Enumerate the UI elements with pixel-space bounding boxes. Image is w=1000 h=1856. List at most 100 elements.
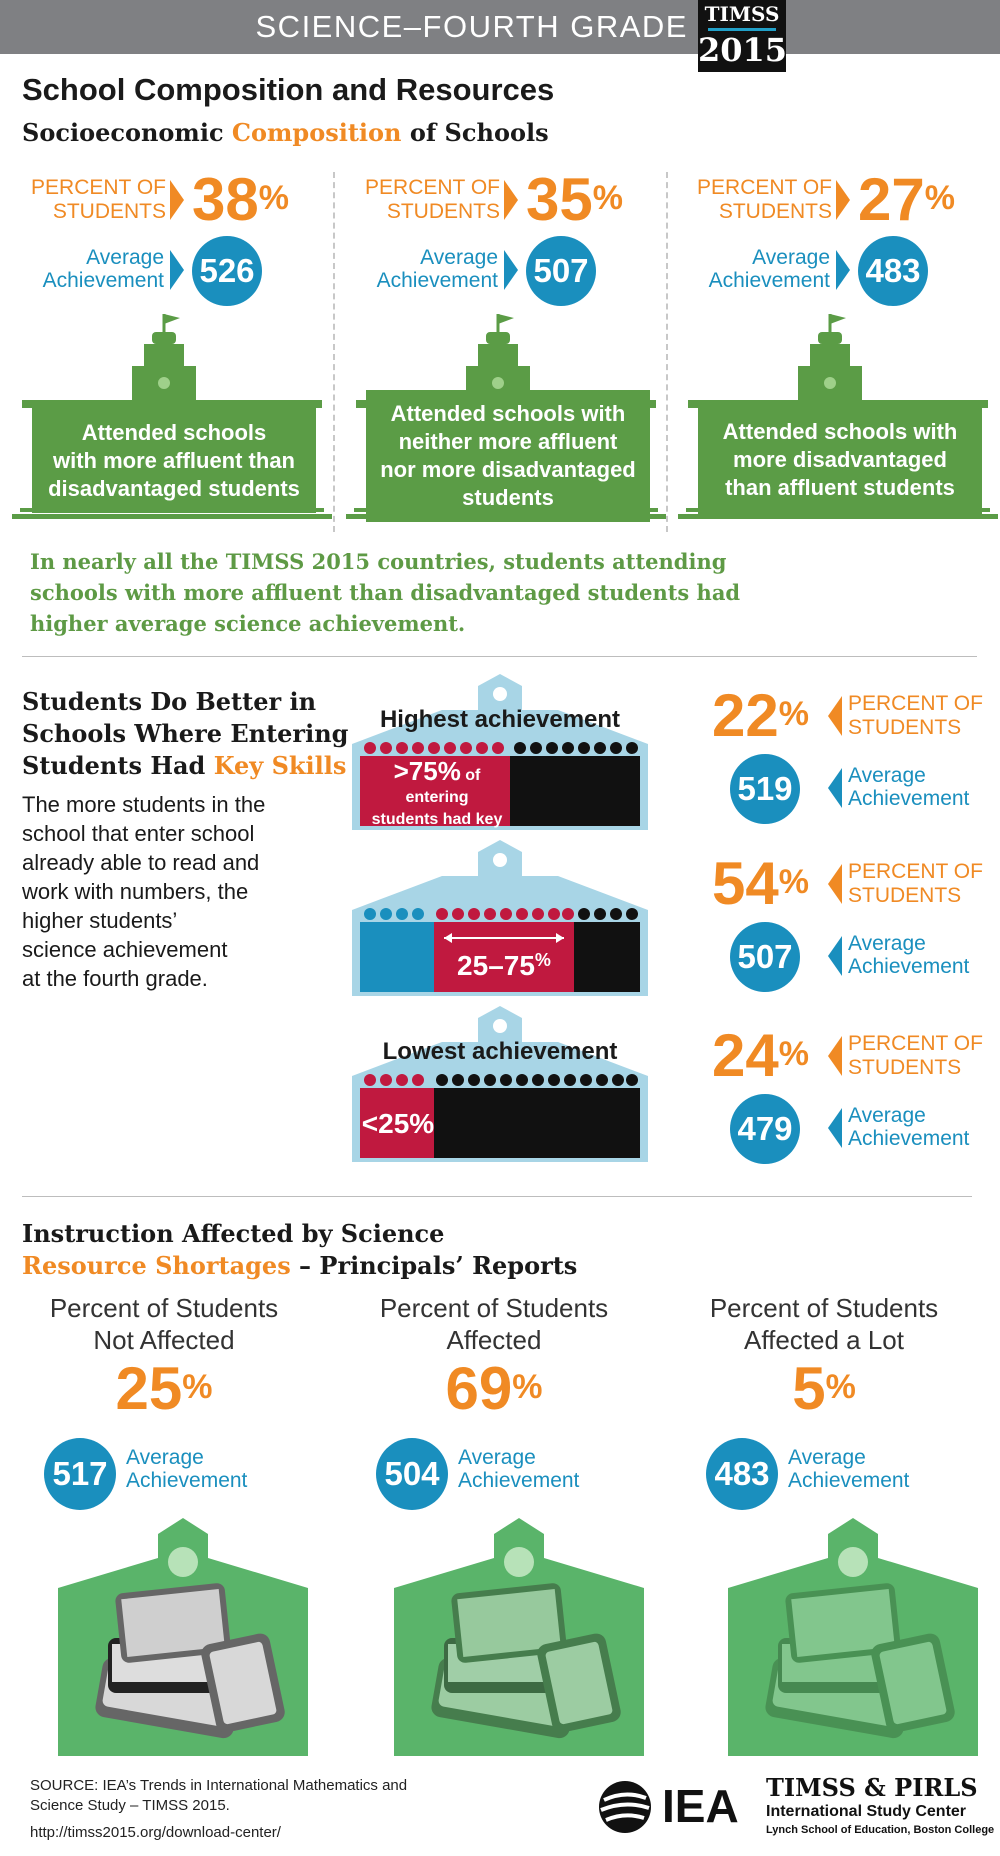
average-label: Average Achievement [377,246,498,292]
arrow-right-icon [170,180,184,220]
percent-label-line1: PERCENT OF [365,176,500,199]
section1-summary: In nearly all the TIMSS 2015 countries, … [30,546,740,639]
box-line: Attended schools with [722,419,958,444]
section2-title: Students Do Better in Schools Where Ente… [22,686,348,782]
avg-line2: Achievement [788,1469,910,1492]
section3-title: Instruction Affected by Science Resource… [22,1218,577,1282]
band-high-small: of entering [405,767,481,806]
avg-line2: Achievement [708,269,830,292]
ses-column-neither: PERCENT OF STUDENTS 35% Average Achievemen… [346,168,676,538]
percent-label: PERCENT OF STUDENTS [365,176,500,224]
percent-label-line2: STUDENTS [52,200,166,223]
percent-number: 25 [115,1355,183,1422]
avg-line1: Average [848,932,926,955]
percent-number: 69 [445,1355,513,1422]
ses-column-disadvantaged: PERCENT OF STUDENTS 27% Average Achievemen… [678,168,1000,538]
percent-value: 25% [14,1356,314,1422]
ses-description-box: Attended schools with neither more afflue… [366,390,650,522]
avg-line2: Achievement [42,269,164,292]
percent-value: 35% [526,168,623,232]
header-bar [0,0,1000,54]
box-line: Attended schools [81,419,267,445]
percent-label-line1: PERCENT OF [848,860,983,883]
percent-label: PERCENT OF STUDENTS [848,1032,983,1080]
resources-column-not-affected: Percent of Students Not Affected 25% [14,1292,314,1422]
percent-label-line1: PERCENT OF [848,692,983,715]
heading-line: Not Affected [93,1325,235,1355]
section3-title-line: Resource Shortages – Principals’ Reports [22,1250,577,1282]
percent-label-line2: STUDENTS [848,884,962,907]
body-line: work with numbers, the [22,879,249,904]
percent-sign: % [512,1368,543,1406]
percent-value: 22% [712,684,809,748]
logo-divider [708,28,776,31]
section1-title: School Composition and Resources [22,72,555,107]
percent-number: 5 [792,1355,826,1422]
avg-circle: 483 [858,236,928,306]
column-divider [333,172,335,532]
section2-title-line: Schools Where Entering [22,719,349,748]
arrow-right-icon [836,250,850,290]
avg-line1: Average [458,1446,536,1469]
box-line: with more affluent than [53,447,295,473]
school-resources-icon [394,1518,644,1756]
percent-sign: % [778,1035,809,1073]
lowest-achievement-label: Lowest achievement [382,1038,618,1065]
box-line: than affluent students [725,475,955,500]
school-resources-icon [58,1518,308,1756]
school-building-high [352,674,648,830]
logo-top-text: TIMSS [704,2,780,26]
body-line: already able to read and [22,850,260,875]
avg-circle: 504 [376,1438,448,1510]
percent-label-line2: STUDENTS [848,716,962,739]
section-divider [22,1196,972,1197]
avg-line1: Average [848,1104,926,1127]
body-line: higher students’ [22,908,178,933]
box-line: disadvantaged students [48,475,300,501]
iea-logo-text: IEA [662,1780,739,1832]
section-divider [22,656,977,657]
school-building-mid [352,840,648,996]
summary-line: higher average science achievement. [30,611,466,636]
isc-school: Lynch School of Education, Boston Colleg… [766,1824,995,1836]
source-note: SOURCE: IEA’s Trends in International Ma… [30,1776,407,1816]
percent-sign: % [592,179,623,217]
average-label: Average Achievement [848,932,969,978]
source-url-link[interactable]: http://timss2015.org/download-center/ [30,1824,281,1841]
band-high-big: >75% [393,756,461,786]
percent-label: PERCENT OF STUDENTS [31,176,166,224]
percent-value: 5% [674,1356,974,1422]
highest-achievement-label: Highest achievement [379,706,621,733]
band-mid-value: 25–75 [457,950,535,981]
box-line: more disadvantaged [733,447,947,472]
average-label: Average Achievement [126,1446,247,1492]
heading-line: Percent of Students [49,1293,279,1323]
section2-body: The more students in the school that ent… [22,790,265,993]
avg-circle: 526 [192,236,262,306]
heading-line: Percent of Students [709,1293,939,1323]
percent-number: 22 [712,682,779,749]
arrow-left-icon [828,1108,842,1148]
percent-number: 27 [858,166,925,233]
avg-line2: Achievement [848,787,970,810]
ses-column-affluent: PERCENT OF STUDENTS 38% Average Achievemen… [12,168,342,538]
percent-sign: % [924,179,955,217]
average-label: Average Achievement [458,1446,579,1492]
band-mid-label: 25–75% [434,950,574,982]
column-heading: Percent of Students Affected a Lot [674,1292,974,1356]
arrow-left-icon [828,864,842,904]
arrow-left-icon [828,696,842,736]
section3-title-line: Instruction Affected by Science [22,1219,445,1248]
section2-title-line: Students Do Better in [22,687,317,716]
title-post: – Principals’ Reports [290,1251,578,1280]
student-figures-red [364,742,504,754]
key-skills-row-mid: 54% PERCENT OF STUDENTS 507 Average Achiev… [706,852,996,1002]
average-label: Average Achievement [43,246,164,292]
body-line: school that enter school [22,821,255,846]
percent-label-line1: PERCENT OF [848,1032,983,1055]
average-label: Average Achievement [788,1446,909,1492]
isc-subtitle: International Study Center [766,1803,967,1820]
percent-value: 69% [344,1356,644,1422]
title-highlight: Resource Shortages [22,1251,291,1280]
key-skills-row-low: 24% PERCENT OF STUDENTS 479 Average Achiev… [706,1024,996,1174]
